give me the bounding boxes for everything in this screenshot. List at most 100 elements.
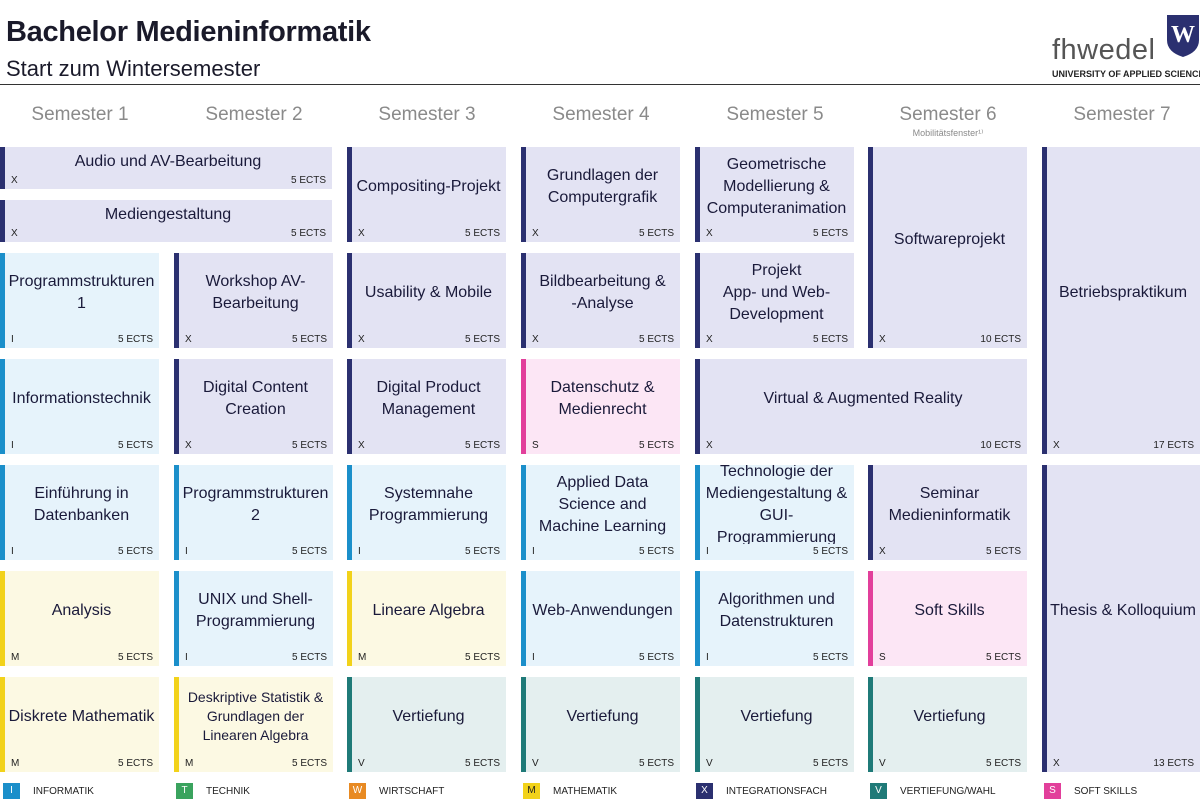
module-name: Workshop AV- Bearbeitung xyxy=(205,272,306,312)
module-usability-und-mobile: Usability & Mobile X 5 ECTS xyxy=(347,253,506,348)
module-name: Soft Skills xyxy=(914,601,985,619)
module-category: S xyxy=(879,652,886,663)
module-name: Technologie der Mediengestaltung & GUI- … xyxy=(705,465,848,544)
module-mediengestaltung: Mediengestaltung X 5 ECTS xyxy=(0,200,332,242)
semester-heading-6: Semester 6 xyxy=(899,104,997,125)
category-bar xyxy=(0,677,5,772)
legend-item-wirtschaft: W WIRTSCHAFT xyxy=(349,783,504,799)
module-name: Vertiefung xyxy=(566,707,639,725)
module-programmstrukturen-2: Programmstrukturen 2 I 5 ECTS xyxy=(174,465,333,560)
semester-heading-1: Semester 1 xyxy=(31,104,129,125)
semester-heading-3: Semester 3 xyxy=(378,104,476,125)
category-bar xyxy=(347,571,352,666)
fh-wedel-logo: fhwedel W UNIVERSITY OF APPLIED SCIENCES xyxy=(1052,14,1200,82)
module-category: X xyxy=(1053,440,1060,451)
module-audio-und-av-bearbeitung: Audio und AV-Bearbeitung X 5 ECTS xyxy=(0,147,332,189)
module-name: Digital Product Management xyxy=(376,378,481,418)
module-category: X xyxy=(879,334,886,345)
page-subtitle: Start zum Wintersemester xyxy=(6,56,261,81)
module-category: I xyxy=(358,546,361,557)
legend-item-soft-skills: S SOFT SKILLS xyxy=(1044,783,1199,799)
category-bar xyxy=(0,571,5,666)
module-programmstrukturen-1: Programmstrukturen 1 I 5 ECTS xyxy=(0,253,159,348)
module-category: V xyxy=(879,758,886,769)
module-vertiefung-6: Vertiefung V 5 ECTS xyxy=(868,677,1027,772)
module-ects: 5 ECTS xyxy=(117,652,153,663)
module-category: I xyxy=(11,334,14,345)
module-ects: 5 ECTS xyxy=(985,546,1021,557)
module-name: UNIX und Shell- Programmierung xyxy=(195,590,316,630)
module-category: X xyxy=(706,440,713,451)
semester-heading-2: Semester 2 xyxy=(205,104,303,125)
module-digital-product-management: Digital Product Management X 5 ECTS xyxy=(347,359,506,454)
module-ects: 5 ECTS xyxy=(291,758,327,769)
module-ects: 5 ECTS xyxy=(117,440,153,451)
legend-swatch: T xyxy=(176,783,193,799)
logo-shield-icon: W xyxy=(1167,15,1199,57)
category-bar xyxy=(521,147,526,242)
legend-item-mathematik: M MATHEMATIK xyxy=(523,783,678,799)
category-bar xyxy=(521,465,526,560)
module-ects: 5 ECTS xyxy=(638,758,674,769)
module-name: Vertiefung xyxy=(740,707,813,725)
module-ects: 5 ECTS xyxy=(812,228,848,239)
module-ects: 17 ECTS xyxy=(1153,440,1194,451)
legend-label: MATHEMATIK xyxy=(553,786,618,797)
module-name: Projekt App- und Web- Development xyxy=(722,261,831,323)
module-category: I xyxy=(706,546,709,557)
module-betriebspraktikum: Betriebspraktikum X 17 ECTS xyxy=(1042,147,1200,454)
module-name: Vertiefung xyxy=(913,707,986,725)
legend-swatch: M xyxy=(523,783,540,799)
module-systemnahe-programmierung: Systemnahe Programmierung I 5 ECTS xyxy=(347,465,506,560)
module-softwareprojekt: Softwareprojekt X 10 ECTS xyxy=(868,147,1027,348)
module-name: Compositing-Projekt xyxy=(356,177,501,195)
module-name: Diskrete Mathematik xyxy=(8,707,155,725)
category-bar xyxy=(521,677,526,772)
module-name: Betriebspraktikum xyxy=(1058,283,1188,301)
category-bar xyxy=(1042,465,1047,772)
module-projekt-app-und-web-development: Projekt App- und Web- Development X 5 ECTS xyxy=(695,253,854,348)
module-applied-data-science: Applied Data Science and Machine Learnin… xyxy=(521,465,680,560)
module-name: Digital Content Creation xyxy=(203,378,308,418)
legend-item-integrationsfach: X INTEGRATIONSFACH xyxy=(696,783,851,799)
category-bar xyxy=(0,465,5,560)
category-bar xyxy=(868,147,873,348)
module-ects: 5 ECTS xyxy=(464,546,500,557)
logo-wordmark: fhwedel xyxy=(1052,34,1156,66)
module-name: Informationstechnik xyxy=(12,389,151,407)
module-technologie-der-mediengestaltung: Technologie der Mediengestaltung & GUI- … xyxy=(695,465,854,560)
module-name: Grundlagen der Computergrafik xyxy=(546,166,659,206)
module-vertiefung-5: Vertiefung V 5 ECTS xyxy=(695,677,854,772)
module-name: Usability & Mobile xyxy=(364,283,493,301)
module-ects: 5 ECTS xyxy=(291,334,327,345)
module-name: Systemnahe Programmierung xyxy=(368,484,489,524)
category-bar xyxy=(347,253,352,348)
category-bar xyxy=(695,253,700,348)
legend-swatch: W xyxy=(349,783,366,799)
module-ects: 5 ECTS xyxy=(291,546,327,557)
module-seminar-medieninformatik: Seminar Medieninformatik X 5 ECTS xyxy=(868,465,1027,560)
module-einfuehrung-in-datenbanken: Einführung in Datenbanken I 5 ECTS xyxy=(0,465,159,560)
module-ects: 5 ECTS xyxy=(985,758,1021,769)
module-category: X xyxy=(185,334,192,345)
module-name: Vertiefung xyxy=(392,707,465,725)
category-bar xyxy=(174,253,179,348)
module-analysis: Analysis M 5 ECTS xyxy=(0,571,159,666)
category-bar xyxy=(695,571,700,666)
category-bar xyxy=(347,359,352,454)
module-category: X xyxy=(11,175,18,186)
module-ects: 5 ECTS xyxy=(638,546,674,557)
header-divider xyxy=(0,84,1200,85)
category-bar xyxy=(695,677,700,772)
module-workshop-av-bearbeitung: Workshop AV- Bearbeitung X 5 ECTS xyxy=(174,253,333,348)
semester-heading-5: Semester 5 xyxy=(726,104,824,125)
category-bar xyxy=(521,359,526,454)
category-bar xyxy=(521,571,526,666)
module-name: Applied Data Science and Machine Learnin… xyxy=(538,473,667,535)
module-category: I xyxy=(706,652,709,663)
category-bar xyxy=(521,253,526,348)
module-category: X xyxy=(532,228,539,239)
legend-item-vertiefung-wahl: V VERTIEFUNG/WAHL xyxy=(870,783,1025,799)
module-ects: 5 ECTS xyxy=(290,175,326,186)
module-category: X xyxy=(358,440,365,451)
